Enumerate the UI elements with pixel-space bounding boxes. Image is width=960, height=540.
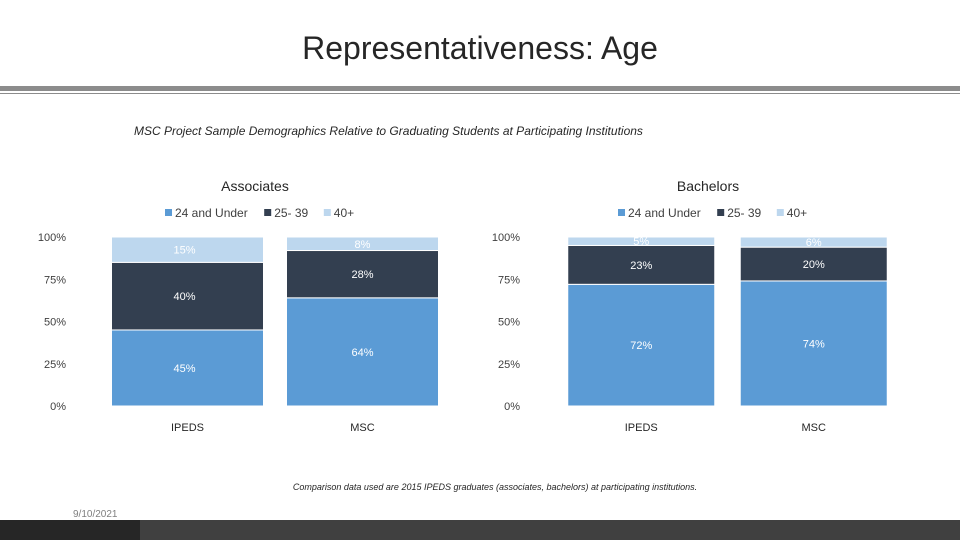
bar-segment bbox=[567, 283, 716, 407]
bar-segment bbox=[111, 236, 264, 263]
category-label: MSC bbox=[350, 422, 375, 434]
y-tick-label: 100% bbox=[492, 232, 520, 244]
legend-swatch bbox=[165, 209, 172, 216]
slide-subtitle: MSC Project Sample Demographics Relative… bbox=[134, 124, 643, 138]
data-label: 40% bbox=[174, 291, 196, 303]
category-label: IPEDS bbox=[625, 422, 658, 434]
y-tick-label: 75% bbox=[44, 274, 66, 286]
legend-swatch bbox=[776, 209, 784, 216]
data-label: 23% bbox=[630, 260, 652, 272]
bottom-bar bbox=[0, 520, 960, 540]
bar-segment bbox=[286, 297, 439, 407]
y-tick-label: 0% bbox=[504, 401, 520, 413]
bar-segment bbox=[739, 280, 888, 407]
legend-swatch bbox=[618, 209, 625, 216]
y-tick-label: 50% bbox=[44, 317, 66, 329]
slide-date: 9/10/2021 bbox=[73, 509, 118, 520]
legend-swatch bbox=[717, 209, 725, 216]
bottom-bar-accent bbox=[0, 520, 140, 540]
bar-segment bbox=[567, 236, 716, 246]
category-label: IPEDS bbox=[171, 422, 204, 434]
legend-swatch bbox=[264, 209, 272, 216]
legend-label: 25- 39 bbox=[727, 206, 761, 220]
data-label: 20% bbox=[803, 259, 825, 271]
slide-title: Representativeness: Age bbox=[302, 30, 658, 66]
bar-segment bbox=[286, 250, 439, 299]
legend-label: 40+ bbox=[334, 206, 354, 220]
y-tick-label: 100% bbox=[38, 232, 66, 244]
data-label: 74% bbox=[803, 338, 825, 350]
chart-title: Associates bbox=[221, 178, 289, 194]
title-divider-thick bbox=[0, 86, 960, 91]
y-tick-label: 50% bbox=[498, 317, 520, 329]
y-tick-label: 0% bbox=[50, 401, 66, 413]
category-label: MSC bbox=[802, 422, 827, 434]
data-label: 8% bbox=[355, 239, 371, 251]
data-label: 64% bbox=[351, 347, 373, 359]
bar-segment bbox=[111, 329, 264, 407]
bar-segment bbox=[739, 236, 888, 248]
legend-label: 24 and Under bbox=[628, 206, 701, 220]
data-label: 28% bbox=[351, 269, 373, 281]
title-divider-thin bbox=[0, 93, 960, 94]
data-label: 72% bbox=[630, 340, 652, 352]
bar-segment bbox=[286, 236, 439, 252]
footnote: Comparison data used are 2015 IPEDS grad… bbox=[292, 482, 698, 492]
y-tick-label: 75% bbox=[498, 274, 520, 286]
legend-swatch bbox=[323, 209, 331, 216]
legend-label: 25- 39 bbox=[274, 206, 308, 220]
y-tick-label: 25% bbox=[498, 359, 520, 371]
bar-segment bbox=[567, 244, 716, 285]
legend-label: 24 and Under bbox=[175, 206, 248, 220]
data-label: 45% bbox=[174, 363, 196, 375]
data-label: 5% bbox=[633, 236, 649, 248]
data-label: 15% bbox=[174, 245, 196, 257]
chart-title: Bachelors bbox=[677, 178, 739, 194]
bar-segment bbox=[739, 246, 888, 282]
y-tick-label: 25% bbox=[44, 359, 66, 371]
legend-label: 40+ bbox=[787, 206, 807, 220]
data-label: 6% bbox=[806, 237, 822, 249]
